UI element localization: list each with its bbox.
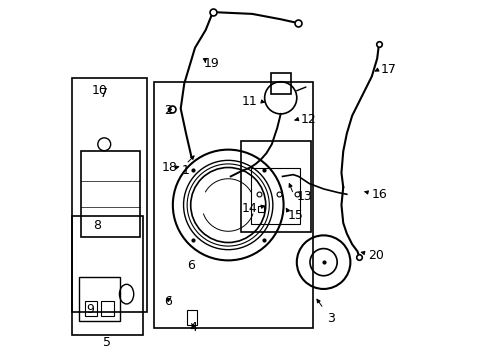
Text: 8: 8	[93, 219, 101, 232]
Text: 10: 10	[92, 84, 108, 97]
Text: 6: 6	[187, 259, 195, 272]
Text: 3: 3	[327, 312, 335, 325]
Text: 19: 19	[204, 57, 220, 70]
Text: 18: 18	[161, 161, 177, 174]
Text: 4: 4	[190, 321, 197, 334]
Text: 13: 13	[297, 190, 313, 203]
Text: 6: 6	[164, 295, 172, 308]
Text: 15: 15	[288, 209, 304, 222]
Text: 5: 5	[103, 337, 111, 350]
Text: 17: 17	[381, 63, 396, 76]
Text: 20: 20	[368, 248, 384, 261]
Text: 1: 1	[182, 164, 190, 177]
Text: 9: 9	[86, 303, 94, 316]
Text: 16: 16	[372, 188, 388, 201]
Text: 7: 7	[100, 87, 108, 100]
Text: 12: 12	[300, 113, 316, 126]
Text: 14: 14	[242, 202, 258, 215]
Text: 2: 2	[164, 104, 172, 117]
Text: 11: 11	[242, 95, 258, 108]
